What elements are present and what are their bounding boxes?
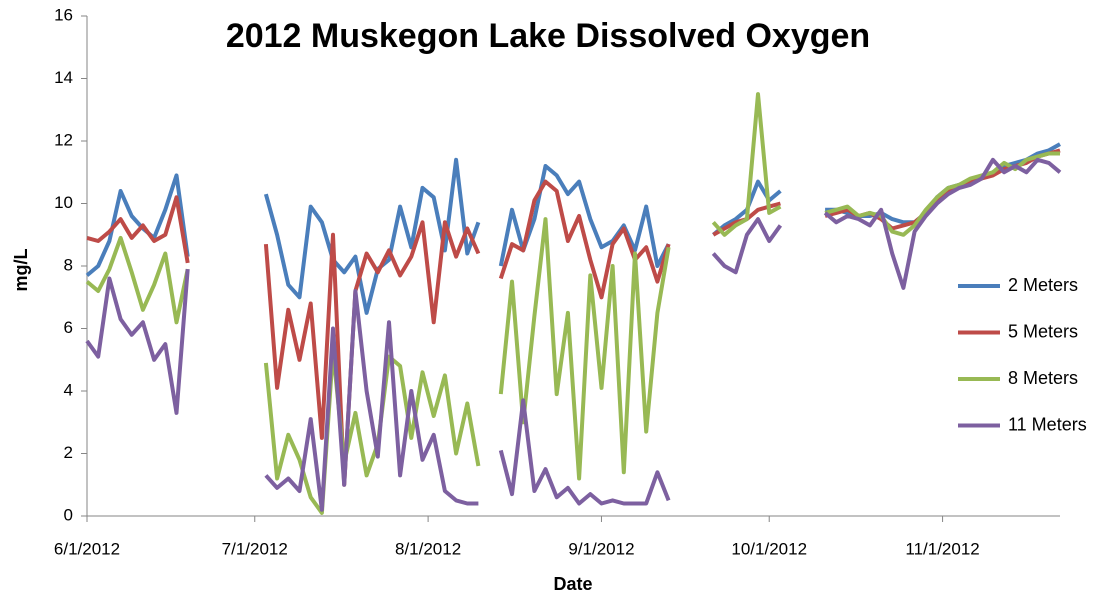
x-axis-title: Date (553, 574, 592, 594)
x-tick-label: 10/1/2012 (731, 539, 807, 558)
y-tick-label: 6 (64, 318, 73, 337)
series-line (85, 157, 1062, 512)
x-tick-label: 8/1/2012 (395, 539, 461, 558)
series-line (86, 148, 1061, 487)
y-tick-label: 16 (54, 5, 73, 24)
x-tick-label: 11/1/2012 (905, 539, 979, 558)
y-tick-label: 10 (54, 193, 73, 212)
y-tick-label: 0 (64, 505, 73, 524)
legend-label: 5 Meters (1008, 321, 1078, 341)
x-tick-label: 6/1/2012 (54, 539, 120, 558)
legend-label: 11 Meters (1008, 414, 1087, 434)
y-tick-label: 2 (64, 443, 73, 462)
y-tick-label: 4 (64, 380, 73, 399)
legend-label: 2 Meters (1008, 275, 1078, 295)
y-tick-label: 8 (64, 255, 73, 274)
y-axis-title: mg/L (11, 248, 31, 291)
y-tick-label: 12 (54, 130, 73, 149)
series-line (85, 142, 1061, 315)
chart-title: 2012 Muskegon Lake Dissolved Oxygen (226, 17, 870, 55)
x-tick-label: 9/1/2012 (568, 539, 634, 558)
legend-label: 8 Meters (1008, 368, 1078, 388)
x-tick-label: 7/1/2012 (222, 539, 288, 558)
series-line (85, 92, 1060, 515)
y-tick-label: 14 (54, 68, 73, 87)
